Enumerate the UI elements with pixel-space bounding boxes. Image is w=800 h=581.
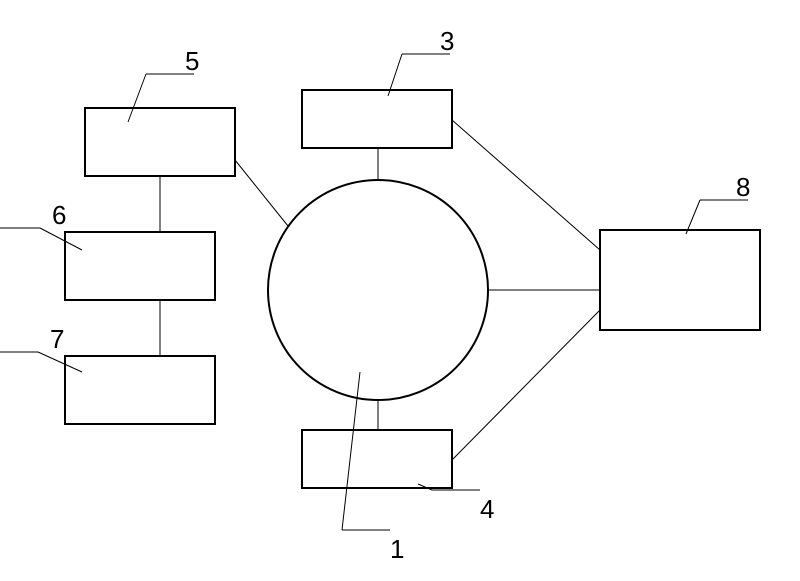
node-left3 xyxy=(65,356,215,424)
label-text-left2: 6 xyxy=(52,200,66,230)
label-text-bottom: 4 xyxy=(480,494,494,524)
label-text-center: 1 xyxy=(390,534,404,564)
label-text-left1: 5 xyxy=(185,46,199,76)
node-right xyxy=(600,230,760,330)
label-text-top: 3 xyxy=(440,26,454,56)
node-left2 xyxy=(65,232,215,300)
node-center xyxy=(268,180,488,400)
node-left1 xyxy=(85,108,235,176)
node-bottom xyxy=(302,430,452,488)
diagram-canvas: 1 3 4 5 6 7 8 xyxy=(0,0,800,581)
label-text-left3: 7 xyxy=(50,324,64,354)
label-text-right: 8 xyxy=(736,172,750,202)
node-top xyxy=(302,90,452,148)
